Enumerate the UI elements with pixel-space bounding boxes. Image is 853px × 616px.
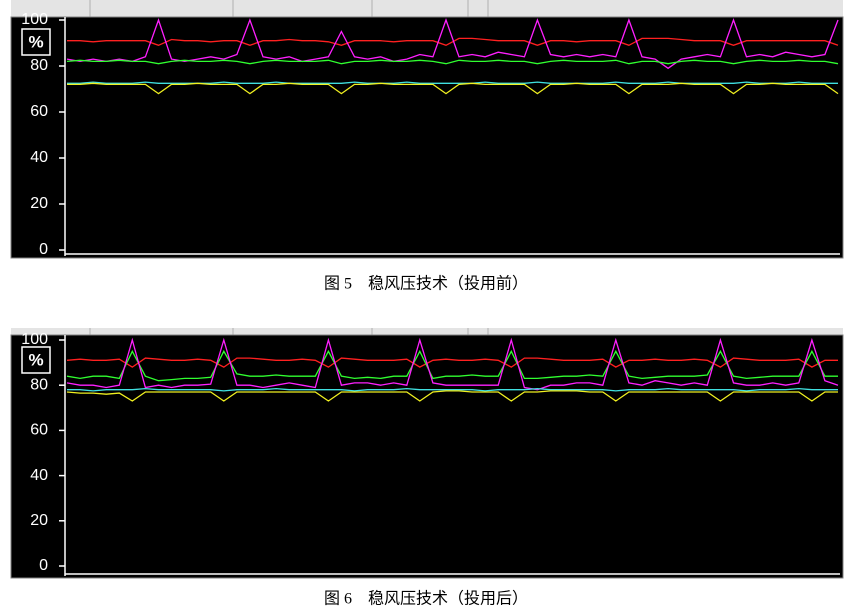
- y-tick-label: 80: [30, 57, 48, 74]
- toolbar-strip: [11, 0, 843, 17]
- chart: 0 20 40 60 80 100%: [10, 328, 844, 579]
- series-line: [66, 18, 839, 70]
- toolbar-strip: [11, 328, 843, 335]
- y-tick-label: 20: [30, 195, 48, 212]
- y-tick-label: 60: [30, 422, 48, 439]
- series-line: [67, 387, 838, 392]
- y-tick-label: 80: [30, 376, 48, 393]
- y-tick-label: 0: [39, 241, 48, 258]
- caption: 图 5 稳风压技术（投用前）: [324, 275, 528, 293]
- series-line: [66, 390, 838, 402]
- chart: 0 20 40 60 80 100%: [10, 0, 844, 259]
- series-line: [67, 82, 839, 95]
- unit-label: %: [28, 32, 43, 51]
- unit-box: [21, 28, 51, 56]
- y-tick-label: 100: [21, 11, 48, 28]
- plot-background: [10, 334, 844, 579]
- plot-background: [10, 16, 844, 259]
- y-tick-label: 40: [30, 467, 48, 484]
- y-tick-label: 100: [21, 331, 48, 348]
- series-line: [66, 357, 838, 368]
- series-line: [67, 37, 839, 47]
- series-line: [66, 337, 839, 391]
- y-tick-label: 40: [30, 149, 48, 166]
- series-line: [66, 59, 839, 65]
- y-tick-label: 20: [30, 512, 48, 529]
- caption: 图 6 稳风压技术（投用后）: [324, 590, 528, 608]
- y-tick-label: 60: [30, 103, 48, 120]
- series-line: [66, 349, 838, 382]
- unit-box: [21, 346, 51, 374]
- unit-label: %: [28, 350, 43, 369]
- y-tick-label: 0: [39, 557, 48, 574]
